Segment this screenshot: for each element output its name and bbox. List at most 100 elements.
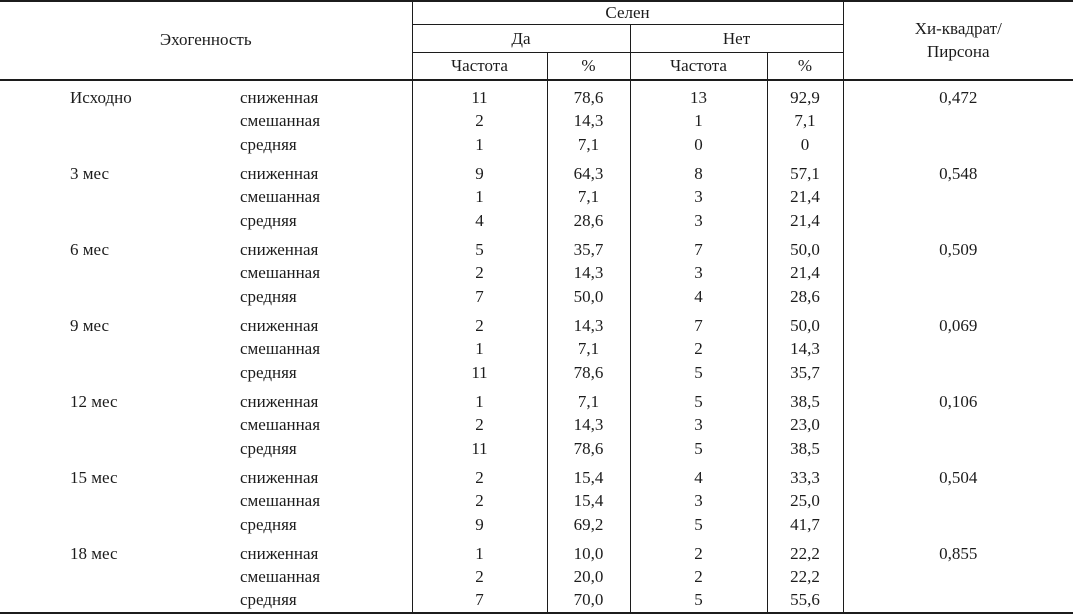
echogenicity-label-cell: сниженная	[205, 308, 413, 337]
yes-frequency-cell: 7	[412, 284, 548, 309]
table-row: смешанная 2 14,3 3 23,0	[0, 412, 1073, 437]
yes-percent-cell: 7,1	[547, 336, 631, 361]
chi-square-value-cell: 0,548	[939, 163, 978, 183]
yes-percent-cell: 7,1	[547, 132, 631, 157]
echogenicity-label-cell: смешанная	[205, 412, 413, 437]
yes-frequency-cell: 2	[412, 308, 548, 337]
yes-percent-cell: 78,6	[547, 79, 631, 109]
no-percent-cell: 14,3	[767, 336, 844, 361]
yes-percent-cell: 14,3	[547, 412, 631, 437]
table-row: средняя 1 7,1 0 0	[0, 132, 1073, 157]
yes-percent-cell: 20,0	[547, 564, 631, 589]
col-header-percent-yes: %	[547, 52, 631, 81]
table-row: средняя 11 78,6 5 38,5	[0, 436, 1073, 461]
table-row: средняя 4 28,6 3 21,4	[0, 208, 1073, 233]
yes-frequency-cell: 2	[412, 460, 548, 489]
table-row: 12 мес сниженная 1 7,1 5 38,5 0,106	[0, 384, 1073, 413]
table-row: 3 мес сниженная 9 64,3 8 57,1 0,548	[0, 156, 1073, 185]
chi-square-value-cell: 0,069	[939, 315, 978, 335]
yes-percent-cell: 7,1	[547, 384, 631, 413]
no-frequency-cell: 5	[630, 588, 768, 613]
table-row: средняя 11 78,6 5 35,7	[0, 360, 1073, 385]
no-frequency-cell: 7	[630, 232, 768, 261]
table-row: 18 мес сниженная 1 10,0 2 22,2 0,855	[0, 536, 1073, 565]
yes-frequency-cell: 4	[412, 208, 548, 233]
chi-square-value-cell: 0,106	[939, 391, 978, 411]
echogenicity-label-cell: средняя	[205, 284, 413, 309]
table-row: смешанная 2 20,0 2 22,2	[0, 564, 1073, 589]
period-cell: 12 мес	[70, 391, 118, 411]
echogenicity-label-cell: средняя	[205, 360, 413, 385]
no-frequency-cell: 4	[630, 460, 768, 489]
period-cell: 15 мес	[70, 467, 118, 487]
col-header-selenium-yes: Да	[411, 24, 631, 53]
chi-square-value-cell: 0,855	[939, 543, 978, 563]
echogenicity-label-cell: сниженная	[205, 232, 413, 261]
echogenicity-label-cell: средняя	[205, 436, 413, 461]
period-cell: 3 мес	[70, 163, 110, 183]
no-frequency-cell: 3	[630, 184, 768, 209]
col-header-selenium-no: Нет	[630, 24, 844, 53]
yes-frequency-cell: 5	[412, 232, 548, 261]
no-percent-cell: 50,0	[767, 232, 844, 261]
echogenicity-label-cell: сниженная	[205, 79, 413, 109]
chi-square-value-cell: 0,472	[939, 87, 978, 107]
yes-percent-cell: 14,3	[547, 108, 631, 133]
echogenicity-label-cell: сниженная	[205, 536, 413, 565]
table-row: смешанная 2 14,3 3 21,4	[0, 260, 1073, 285]
no-frequency-cell: 3	[630, 412, 768, 437]
no-percent-cell: 33,3	[767, 460, 844, 489]
table-row: Исходно сниженная 11 78,6 13 92,9 0,472	[0, 79, 1073, 109]
yes-percent-cell: 50,0	[547, 284, 631, 309]
no-frequency-cell: 3	[630, 488, 768, 513]
yes-frequency-cell: 2	[412, 260, 548, 285]
no-percent-cell: 21,4	[767, 260, 844, 285]
no-percent-cell: 23,0	[767, 412, 844, 437]
yes-percent-cell: 14,3	[547, 308, 631, 337]
echogenicity-label-cell: сниженная	[205, 384, 413, 413]
yes-percent-cell: 78,6	[547, 360, 631, 385]
yes-frequency-cell: 2	[412, 412, 548, 437]
yes-percent-cell: 35,7	[547, 232, 631, 261]
no-percent-cell: 35,7	[767, 360, 844, 385]
no-frequency-cell: 5	[630, 436, 768, 461]
no-percent-cell: 22,2	[767, 536, 844, 565]
no-percent-cell: 57,1	[767, 156, 844, 185]
col-header-frequency-no: Частота	[630, 52, 768, 81]
yes-percent-cell: 70,0	[547, 588, 631, 613]
echogenicity-label-cell: смешанная	[205, 488, 413, 513]
table-row: средняя 7 70,0 5 55,6	[0, 588, 1073, 613]
no-frequency-cell: 5	[630, 384, 768, 413]
echogenicity-label-cell: смешанная	[205, 260, 413, 285]
chi-square-value-cell: 0,509	[939, 239, 978, 259]
table-row: средняя 7 50,0 4 28,6	[0, 284, 1073, 309]
yes-percent-cell: 69,2	[547, 512, 631, 537]
yes-percent-cell: 78,6	[547, 436, 631, 461]
no-percent-cell: 22,2	[767, 564, 844, 589]
echogenicity-label-cell: средняя	[205, 588, 413, 613]
table-row: 9 мес сниженная 2 14,3 7 50,0 0,069	[0, 308, 1073, 337]
no-percent-cell: 21,4	[767, 184, 844, 209]
no-percent-cell: 41,7	[767, 512, 844, 537]
table-row: смешанная 1 7,1 3 21,4	[0, 184, 1073, 209]
no-frequency-cell: 5	[630, 512, 768, 537]
no-percent-cell: 28,6	[767, 284, 844, 309]
yes-frequency-cell: 2	[412, 564, 548, 589]
no-frequency-cell: 3	[630, 260, 768, 285]
period-cell: 6 мес	[70, 239, 110, 259]
yes-frequency-cell: 9	[412, 156, 548, 185]
no-frequency-cell: 13	[630, 79, 768, 109]
col-header-selenium: Селен	[411, 1, 844, 25]
table-row: смешанная 2 14,3 1 7,1	[0, 108, 1073, 133]
no-percent-cell: 55,6	[767, 588, 844, 613]
no-percent-cell: 0	[767, 132, 844, 157]
echogenicity-label-cell: средняя	[205, 512, 413, 537]
header-row-2: Да Нет	[0, 24, 1073, 53]
header-row-1: Эхогенность Селен Хи-квадрат/ Пирсона	[0, 1, 1073, 81]
echogenicity-label-cell: смешанная	[205, 564, 413, 589]
no-percent-cell: 25,0	[767, 488, 844, 513]
yes-percent-cell: 28,6	[547, 208, 631, 233]
col-header-echogenicity: Эхогенность	[0, 1, 413, 81]
yes-percent-cell: 14,3	[547, 260, 631, 285]
